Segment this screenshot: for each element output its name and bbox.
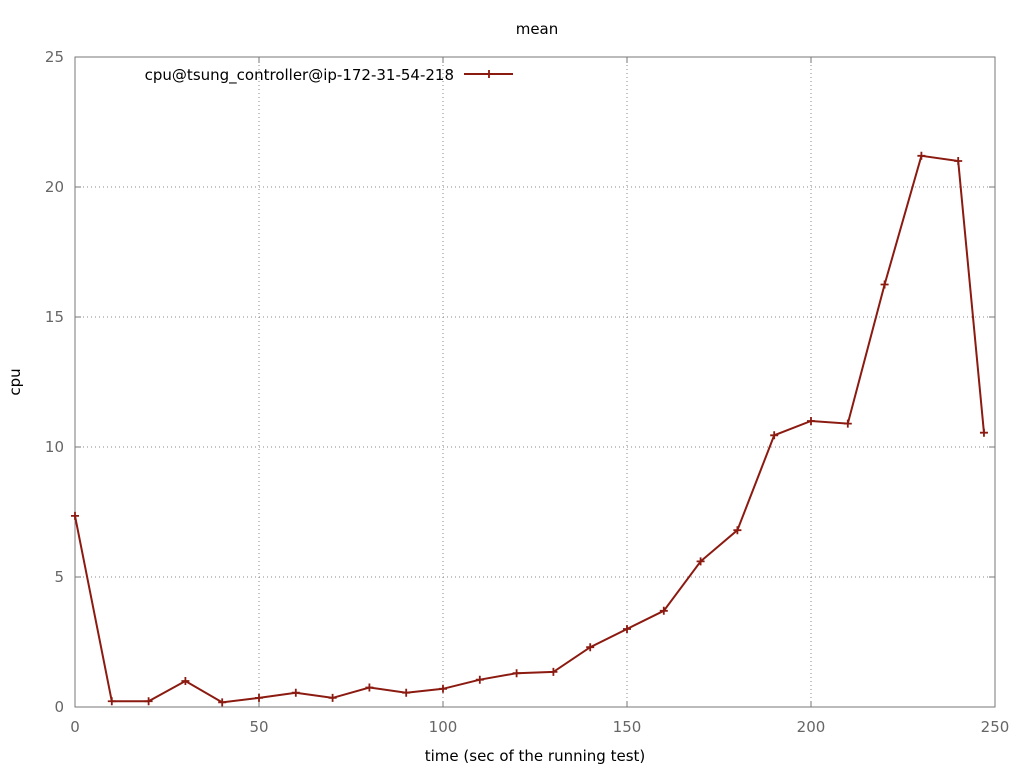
legend-marker-sample [485,70,493,78]
data-point [979,428,988,437]
data-point [880,280,889,289]
x-tick-label: 150 [613,718,642,736]
data-point [144,697,153,706]
x-tick-label: 50 [249,718,268,736]
plot-border [74,56,996,708]
data-point [696,557,705,566]
x-tick-label: 200 [797,718,826,736]
data-point [733,526,742,535]
y-tick-labels: 0 5 10 15 20 25 [45,48,64,716]
data-point [107,697,116,706]
x-tick-label: 100 [429,718,458,736]
data-point [843,419,852,428]
data-point [402,688,411,697]
data-point [365,683,374,692]
x-tick-labels: 0 50 100 150 200 250 [70,718,1009,736]
data-point [549,667,558,676]
chart-title: mean [516,20,559,38]
data-point [586,643,595,652]
data-point [181,677,190,685]
x-tick-label: 0 [70,718,80,736]
data-point [439,684,447,693]
y-tick-label: 5 [54,568,64,586]
grid-lines [75,57,995,707]
legend-label: cpu@tsung_controller@ip-172-31-54-218 [145,66,454,85]
data-point [954,157,963,165]
y-tick-label: 25 [45,48,64,66]
y-tick-label: 10 [45,438,64,456]
y-tick-label: 15 [45,308,64,326]
data-point [512,669,521,678]
data-point [475,675,484,684]
tick-marks [74,56,996,708]
data-point [917,151,926,160]
series-layer [71,151,988,707]
data-point [291,688,300,697]
series-line [74,154,985,704]
y-axis-label: cpu [6,368,24,395]
data-point [328,693,337,702]
data-point [770,431,779,440]
data-point [255,693,263,702]
x-axis-label: time (sec of the running test) [425,747,646,765]
data-point [71,511,79,520]
legend: cpu@tsung_controller@ip-172-31-54-218 [145,66,513,85]
data-point [218,698,227,707]
x-tick-label: 250 [981,718,1010,736]
y-tick-label: 20 [45,178,64,196]
y-tick-label: 0 [54,698,64,716]
data-point [659,606,668,615]
data-point [807,417,815,425]
data-point [623,625,631,633]
